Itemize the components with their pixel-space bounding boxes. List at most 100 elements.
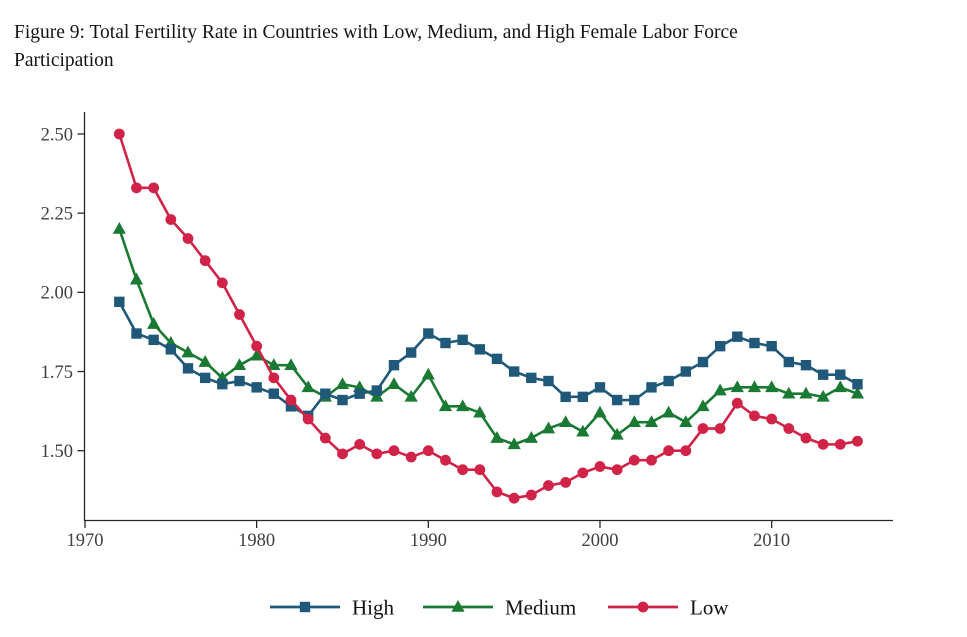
low-point-2007: [714, 423, 726, 434]
axis-spines: [83, 112, 893, 522]
low-point-1998: [560, 476, 572, 488]
series-high: [114, 296, 863, 422]
medium-point-1981: [267, 358, 281, 370]
low-point-1983: [302, 413, 314, 425]
high-point-1972: [114, 296, 125, 308]
x-tick-label: 1980: [238, 531, 275, 551]
y-tick-label: 2.50: [41, 125, 73, 145]
low-point-2000: [594, 461, 606, 472]
low-point-1990: [422, 445, 434, 457]
low-point-2006: [697, 423, 709, 434]
medium-point-1973: [129, 272, 144, 285]
figure-title-line-1: Figure 9: Total Fertility Rate in Countr…: [14, 22, 738, 43]
medium-point-1993: [473, 405, 487, 418]
high-point-1973: [131, 328, 142, 339]
medium-point-1992: [456, 399, 470, 412]
high-point-1979: [234, 375, 245, 387]
low-point-1984: [319, 432, 331, 444]
low-point-1995: [508, 492, 520, 504]
low-point-1991: [440, 454, 451, 466]
low-point-2010: [766, 413, 778, 425]
medium-point-2008: [730, 380, 744, 393]
low-point-1993: [474, 464, 486, 476]
medium-point-2007: [713, 383, 727, 396]
high-point-1988: [388, 359, 400, 371]
medium-point-1982: [284, 358, 298, 370]
medium-point-1985: [335, 377, 350, 389]
low-point-1975: [165, 214, 177, 225]
low-point-1977: [199, 255, 211, 267]
high-point-1998: [560, 391, 571, 403]
high-point-2012: [800, 359, 812, 371]
low-point-1974: [148, 182, 160, 194]
high-point-1985: [337, 394, 348, 406]
medium-point-1983: [301, 380, 315, 393]
low-point-2011: [783, 423, 795, 434]
medium-point-1998: [559, 415, 573, 427]
medium-point-1987: [370, 389, 384, 402]
medium-point-2004: [662, 405, 676, 418]
low-point-2012: [800, 432, 812, 444]
axes: 2.50 2.25 2.00 1.75 1.50 1970 1980 1990 2000 2010: [41, 112, 893, 551]
high-point-2014: [835, 369, 846, 380]
low-point-1973: [131, 182, 142, 194]
medium-point-2009: [747, 380, 762, 393]
high-point-2008: [732, 331, 743, 342]
low-point-2008: [731, 397, 743, 409]
medium-point-1994: [490, 431, 504, 443]
medium-point-2010: [765, 380, 779, 393]
legend-triangle-icon: [451, 600, 465, 612]
low-point-1972: [113, 128, 125, 140]
y-tick-label: 2.00: [41, 284, 73, 304]
low-point-1985: [337, 448, 348, 460]
low-point-1981: [268, 372, 280, 384]
low-point-2014: [834, 438, 846, 450]
high-point-2002: [629, 394, 640, 406]
medium-point-1999: [576, 424, 590, 437]
high-point-2003: [646, 382, 657, 393]
medium-point-2003: [644, 415, 659, 427]
high-point-2001: [611, 394, 623, 406]
high-point-2006: [697, 356, 709, 368]
high-point-1986: [354, 388, 365, 399]
low-point-2009: [749, 410, 760, 422]
high-point-2011: [783, 356, 795, 368]
high-point-1990: [423, 328, 434, 339]
low-point-1980: [251, 340, 263, 352]
low-point-1996: [525, 489, 537, 501]
high-point-1982: [285, 401, 297, 412]
high-point-1989: [405, 347, 417, 358]
medium-point-2012: [799, 386, 813, 399]
high-point-1975: [165, 344, 177, 355]
medium-point-1991: [438, 399, 453, 412]
medium-point-1976: [181, 345, 195, 358]
medium-point-2000: [593, 405, 607, 418]
high-point-1987: [371, 385, 383, 396]
legend-label: Medium: [505, 596, 576, 620]
high-point-2009: [749, 337, 760, 349]
legend-circle-icon: [637, 601, 649, 613]
medium-point-1979: [232, 358, 247, 370]
low-point-1988: [388, 445, 400, 457]
low-point-1994: [491, 486, 503, 498]
low-point-2003: [646, 454, 657, 466]
legend-item-low: Low: [608, 596, 729, 620]
legend-item-medium: Medium: [423, 596, 576, 620]
high-point-1980: [251, 382, 262, 393]
high-point-1977: [199, 372, 211, 384]
high-point-1978: [217, 378, 228, 390]
medium-point-1974: [147, 317, 161, 329]
high-point-1976: [182, 363, 194, 374]
high-point-1994: [491, 353, 503, 365]
x-tick-label: 1990: [410, 531, 447, 551]
legend-label: High: [352, 596, 395, 620]
series-line-medium: [118, 228, 858, 446]
medium-point-1989: [404, 389, 418, 402]
high-point-1995: [508, 366, 520, 377]
y-tick-label: 1.75: [41, 363, 73, 383]
medium-point-2014: [833, 380, 847, 393]
high-point-2000: [594, 382, 606, 393]
low-point-1997: [543, 480, 554, 491]
medium-point-1990: [421, 367, 435, 380]
chart-legend: High Medium Low: [270, 596, 729, 620]
